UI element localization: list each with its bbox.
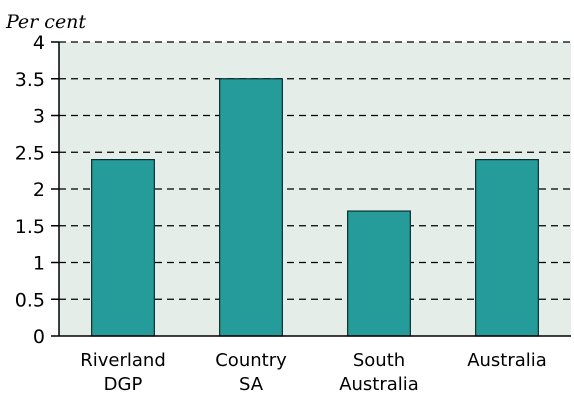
y-tick-label: 1 <box>33 253 45 275</box>
category-label: DGP <box>104 374 143 395</box>
y-tick-label: 2.5 <box>15 142 45 164</box>
y-tick-label: 2 <box>33 179 45 201</box>
y-tick-label: 4 <box>33 32 45 54</box>
axes <box>58 42 571 337</box>
y-tick-label: 3.5 <box>15 69 45 91</box>
category-label: Riverland <box>80 350 166 371</box>
y-tick-labels: 0 0.5 1 1.5 2 2.5 3 3.5 4 <box>15 32 45 348</box>
category-label: SA <box>239 374 264 395</box>
category-labels: Riverland DGP Country SA South Australia Austr… <box>80 350 547 395</box>
y-tick-label: 3 <box>33 106 45 128</box>
category-label: Australia <box>339 374 419 395</box>
category-label: Australia <box>467 350 547 371</box>
category-label: Country <box>215 350 287 371</box>
y-axis-unit-label: Per cent <box>5 11 86 33</box>
y-tick-label: 0 <box>33 326 45 348</box>
bar <box>347 210 411 337</box>
bars <box>91 78 539 337</box>
y-tick-label: 1.5 <box>15 216 45 238</box>
bar <box>91 159 155 337</box>
bar <box>475 159 539 337</box>
category-label: South <box>353 350 405 371</box>
y-tick-label: 0.5 <box>15 289 45 311</box>
bar <box>219 78 283 337</box>
